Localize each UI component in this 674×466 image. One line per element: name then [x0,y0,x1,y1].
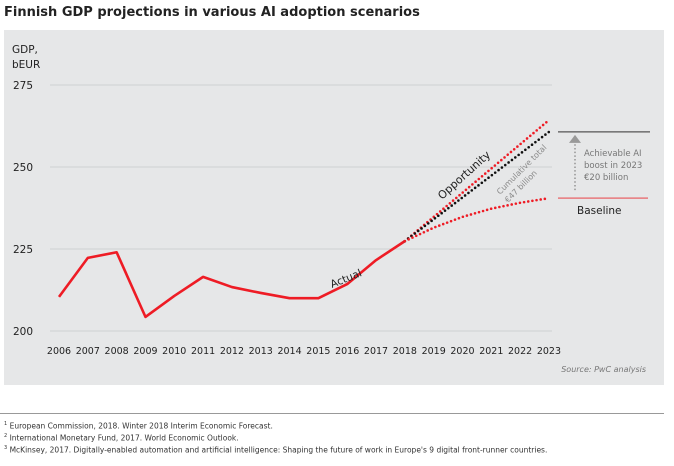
opportunity-label: Opportunity [435,148,493,202]
chart-title: Finnish GDP projections in various AI ad… [4,5,420,20]
boost-label-line1: Achievable AI [584,149,642,159]
x-tick-label: 2011 [191,346,215,357]
y-tick-label: 200 [13,326,33,338]
boost-label-line3: €20 billion [584,173,628,183]
y-tick-label: 275 [13,80,33,92]
y-tick-label: 225 [13,244,33,256]
x-tick-label: 2014 [277,346,301,357]
x-tick-label: 2021 [479,346,503,357]
chart-panel [4,30,664,385]
x-tick-label: 2020 [450,346,474,357]
boost-arrow-head-icon [569,134,581,143]
baseline-label: Baseline [577,205,622,217]
x-tick-label: 2012 [220,346,244,357]
x-tick-label: 2018 [393,346,417,357]
x-tick-label: 2015 [306,346,330,357]
actual-label: Actual [329,267,364,290]
x-tick-label: 2009 [133,346,157,357]
x-tick-label: 2013 [249,346,273,357]
x-tick-label: 2008 [105,346,129,357]
x-tick-label: 2019 [422,346,446,357]
footnote-3: 3 McKinsey, 2017. Digitally-enabled auto… [4,445,548,455]
footnote-1: 1 European Commission, 2018. Winter 2018… [4,421,273,431]
chart-svg: 200 225 250 275 GDP, bEUR 2006 2007 2008 2009 2… [12,44,650,374]
x-tick-label: 2010 [162,346,186,357]
x-tick-label: 2023 [537,346,561,357]
footnote-divider [0,413,664,414]
x-tick-label: 2017 [364,346,388,357]
series-line-baseline [403,196,551,243]
y-axis-label-line2: bEUR [12,59,40,71]
x-tick-label: 2006 [47,346,71,357]
footnote-2: 2 International Monetary Fund, 2017. Wor… [4,433,239,443]
y-axis-label-line1: GDP, [12,44,38,56]
x-tick-label: 2022 [508,346,532,357]
y-tick-label: 250 [13,162,33,174]
series-line-ai-scenario [403,130,551,243]
x-tick-label: 2016 [335,346,359,357]
source-note: Source: PwC analysis [561,365,646,374]
series-line-actual [57,240,406,319]
x-tick-label: 2007 [76,346,100,357]
boost-label-line2: boost in 2023 [584,161,642,171]
